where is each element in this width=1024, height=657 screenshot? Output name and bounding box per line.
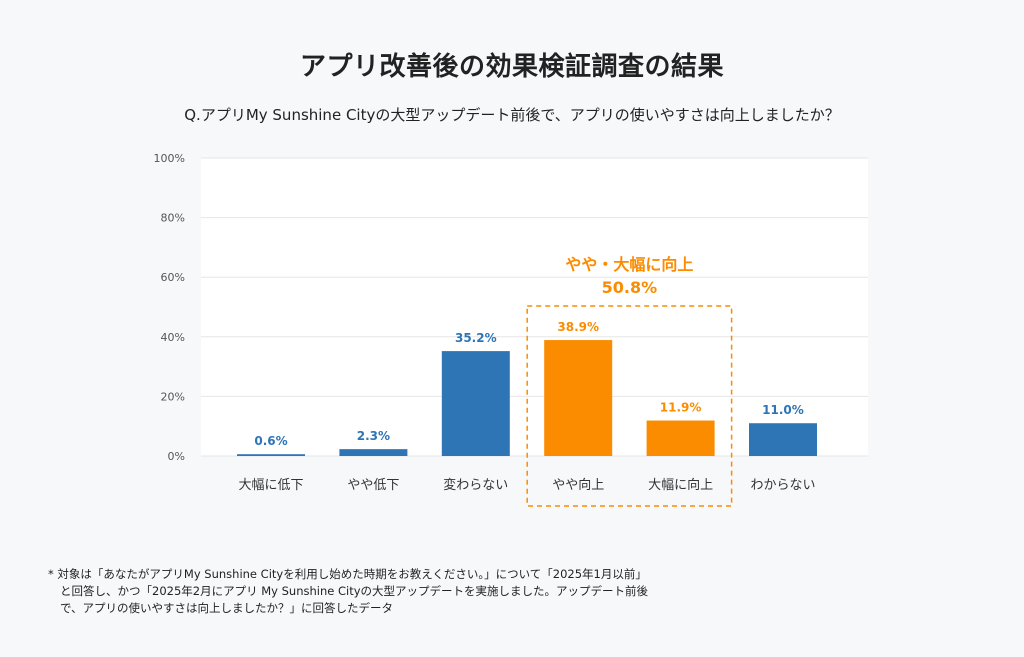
data-label: 38.9% bbox=[557, 320, 599, 334]
bar bbox=[544, 340, 613, 456]
annotation-label: やや・大幅に向上 bbox=[565, 255, 693, 274]
footnote-line: と回答し、かつ「2025年2月にアプリ My Sunshine Cityの大型ア… bbox=[60, 584, 649, 598]
data-label: 0.6% bbox=[254, 434, 287, 448]
chart-title: アプリ改善後の効果検証調査の結果 bbox=[299, 52, 724, 82]
x-tick-label: 大幅に低下 bbox=[238, 478, 303, 493]
bar bbox=[749, 423, 817, 456]
bar bbox=[646, 420, 715, 456]
footnote-line: * 対象は「あなたがアプリMy Sunshine Cityを利用し始めた時期をお… bbox=[48, 567, 647, 581]
highlight-box bbox=[526, 305, 733, 507]
x-tick-label: わからない bbox=[750, 478, 815, 493]
bar bbox=[237, 454, 305, 456]
chart-subtitle: Q.アプリMy Sunshine Cityの大型アップデート前後で、アプリの使い… bbox=[184, 106, 840, 124]
y-tick-label: 20% bbox=[161, 390, 185, 403]
annotation-value: 50.8% bbox=[602, 278, 658, 297]
y-tick-label: 100% bbox=[154, 152, 185, 165]
data-label: 11.0% bbox=[762, 403, 804, 417]
x-tick-label: やや向上 bbox=[552, 477, 604, 493]
footnote: * 対象は「あなたがアプリMy Sunshine Cityを利用し始めた時期をお… bbox=[48, 566, 668, 617]
bar-chart: 0% 20% 40% 60% 80% 100% 0.6% 大幅に低下 2.3% やや低下 35.2%… bbox=[154, 152, 868, 507]
plot-area bbox=[201, 158, 868, 456]
y-tick-label: 60% bbox=[161, 271, 185, 284]
x-tick-label: 変わらない bbox=[443, 477, 508, 493]
footnote-line: で、アプリの使いやすさは向上しましたか？」に回答したデータ bbox=[60, 601, 394, 615]
y-tick-label: 40% bbox=[161, 331, 185, 344]
bar bbox=[339, 449, 408, 456]
y-tick-label: 80% bbox=[161, 212, 185, 225]
data-label: 35.2% bbox=[455, 331, 497, 345]
data-label: 11.9% bbox=[660, 401, 702, 415]
x-tick-label: やや低下 bbox=[347, 478, 399, 493]
y-tick-label: 0% bbox=[168, 450, 185, 463]
x-tick-label: 大幅に向上 bbox=[648, 477, 713, 493]
bar bbox=[441, 351, 510, 456]
data-label: 2.3% bbox=[357, 429, 390, 443]
